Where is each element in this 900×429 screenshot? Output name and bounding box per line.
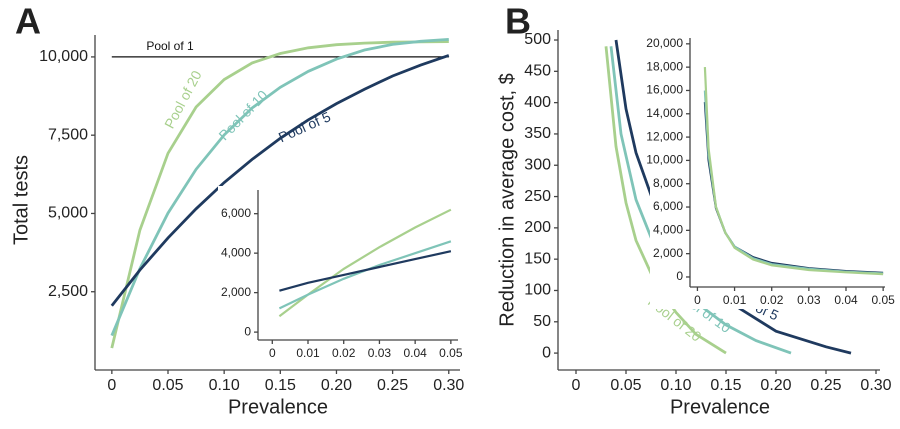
y-tick-label: 12,000 [646,129,683,143]
y-tick-label: 0 [676,269,683,283]
y-tick-label: 400 [524,94,551,111]
x-tick-label: 0.20 [760,377,791,394]
x-tick-label: 0.03 [368,346,392,360]
series-label: Pool of 20 [161,68,205,131]
y-tick-label: 6,000 [653,199,683,213]
x-tick-label: 0.10 [660,377,691,394]
series-line [604,46,727,355]
x-tick-label: 0.30 [860,377,891,394]
panel-label: B [505,1,531,42]
x-tick-label: 0.05 [152,377,183,394]
y-tick-label: 6,000 [221,206,251,220]
series-line [110,40,449,349]
x-tick-label: 0.01 [723,293,747,307]
series-line [110,38,449,337]
y-tick-label: 20,000 [646,36,683,50]
x-tick-label: 0.02 [332,346,356,360]
x-tick-label: 0.25 [810,377,841,394]
series-line [703,67,884,276]
y-tick-label: 450 [524,63,551,80]
y-tick-label: 250 [524,188,551,205]
y-tick-label: 4,000 [221,245,251,259]
y-tick-label: 2,000 [653,246,683,260]
y-tick-label: 2,500 [48,283,88,300]
y-tick-label: 0 [244,324,251,338]
series-line [110,54,450,307]
y-tick-label: 16,000 [646,83,683,97]
inset-background [650,34,889,309]
y-tick-label: 8,000 [653,176,683,190]
x-axis-label: Prevalence [228,396,328,418]
y-tick-label: 10,000 [39,48,88,65]
y-tick-label: 100 [524,282,551,299]
y-tick-label: 2,000 [221,285,251,299]
y-tick-label: 150 [524,250,551,267]
x-tick-label: 0.20 [321,377,352,394]
inset-background [218,186,462,362]
y-tick-label: 5,000 [48,205,88,222]
y-tick-label: 50 [533,313,551,330]
y-tick-label: 300 [524,156,551,173]
series-line [279,250,452,292]
series-label: Pool of 10 [215,87,270,144]
x-tick-label: 0.05 [610,377,641,394]
x-tick-label: 0.01 [296,346,320,360]
x-tick-label: 0.04 [403,346,427,360]
x-tick-label: 0 [107,377,116,394]
x-tick-label: 0 [572,377,581,394]
x-tick-label: 0.15 [265,377,296,394]
y-tick-label: 0 [542,344,551,361]
x-tick-label: 0.04 [834,293,858,307]
y-axis-label: Total tests [10,155,32,245]
y-tick-label: 7,500 [48,126,88,143]
x-tick-label: 0 [269,346,276,360]
x-tick-label: 0.05 [871,293,895,307]
panel-label: A [15,1,41,42]
series-line [278,208,452,318]
x-tick-label: 0.15 [710,377,741,394]
x-tick-label: 0.05 [439,346,463,360]
y-tick-label: 10,000 [646,153,683,167]
series-label: Pool of 5 [276,108,333,145]
y-tick-label: 14,000 [646,106,683,120]
x-tick-label: 0.10 [209,377,240,394]
x-tick-label: 0.25 [377,377,408,394]
x-tick-label: 0.03 [797,293,821,307]
y-tick-label: 200 [524,219,551,236]
x-tick-label: 0 [694,293,701,307]
y-tick-label: 350 [524,125,551,142]
x-axis-label: Prevalence [670,396,770,418]
series-label: Pool of 1 [146,39,194,53]
y-tick-label: 500 [524,31,551,48]
y-tick-label: 18,000 [646,59,683,73]
y-tick-label: 4,000 [653,223,683,237]
x-tick-label: 0.02 [760,293,784,307]
y-axis-label: Reduction in average cost, $ [496,73,518,327]
x-tick-label: 0.30 [433,377,464,394]
